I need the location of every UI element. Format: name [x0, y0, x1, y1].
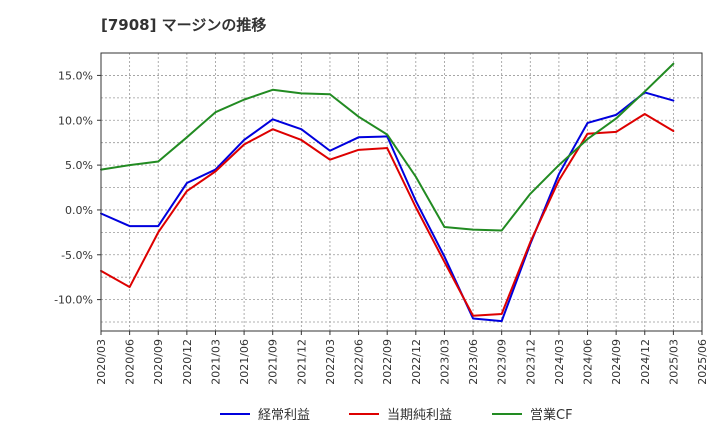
x-tick-label: 2020/03 — [95, 339, 108, 385]
legend-label-junrieki: 当期純利益 — [387, 408, 453, 423]
x-tick-label: 2024/09 — [610, 339, 623, 385]
x-tick-label: 2021/03 — [209, 339, 222, 385]
x-tick-label: 2021/06 — [238, 339, 251, 385]
x-tick-label: 2020/09 — [152, 339, 165, 385]
x-tick-label: 2023/03 — [438, 339, 451, 385]
x-tick-label: 2020/12 — [181, 339, 194, 385]
legend-label-keijo: 経常利益 — [258, 408, 311, 423]
legend-label-eigyo-cf: 営業CF — [530, 408, 573, 423]
x-tick-label: 2021/12 — [295, 339, 308, 385]
x-tick-label: 2023/09 — [496, 339, 509, 385]
y-tick-label: 5.0% — [65, 159, 93, 172]
x-tick-label: 2023/06 — [467, 339, 480, 385]
y-tick-label: 10.0% — [58, 114, 93, 127]
x-tick-label: 2025/03 — [667, 339, 680, 385]
legend: 経常利益 当期純利益 営業CF — [0, 404, 720, 428]
y-tick-label: 15.0% — [58, 69, 93, 82]
x-tick-label: 2025/06 — [696, 339, 709, 385]
x-tick-label: 2024/06 — [582, 339, 595, 385]
series-line-1 — [100, 112, 675, 317]
x-tick-label: 2022/12 — [410, 339, 423, 385]
y-tick-label: 0.0% — [65, 204, 93, 217]
y-tick-label: -10.0% — [54, 294, 93, 307]
x-tick-label: 2021/09 — [267, 339, 280, 385]
legend-item-eigyo-cf: 営業CF — [492, 404, 573, 423]
legend-swatch-junrieki — [349, 412, 379, 415]
legend-swatch-eigyo-cf — [492, 412, 522, 415]
series-lines — [100, 62, 675, 323]
y-axis-ticks: -10.0% -5.0% 0.0% 5.0% 10.0% 15.0% — [54, 69, 101, 307]
legend-swatch-keijo — [220, 412, 250, 415]
x-tick-label: 2022/06 — [353, 339, 366, 385]
x-tick-label: 2023/12 — [524, 339, 537, 385]
chart-title: [7908] マージンの推移 — [101, 16, 267, 34]
x-tick-label: 2024/12 — [639, 339, 652, 385]
series-line-2 — [100, 62, 675, 232]
legend-item-keijo: 経常利益 — [220, 404, 310, 423]
x-axis-ticks: 2020/03 2020/06 2020/09 2020/12 2021/03 2021/… — [95, 331, 709, 385]
x-tick-label: 2022/09 — [381, 339, 394, 385]
x-tick-label: 2024/03 — [553, 339, 566, 385]
plot-frame — [100, 52, 703, 332]
grid-lines — [101, 53, 702, 331]
legend-item-junrieki: 当期純利益 — [349, 404, 452, 423]
y-tick-label: -5.0% — [61, 249, 93, 262]
x-tick-label: 2022/03 — [324, 339, 337, 385]
x-tick-label: 2020/06 — [124, 339, 137, 385]
series-line-0 — [100, 91, 675, 323]
